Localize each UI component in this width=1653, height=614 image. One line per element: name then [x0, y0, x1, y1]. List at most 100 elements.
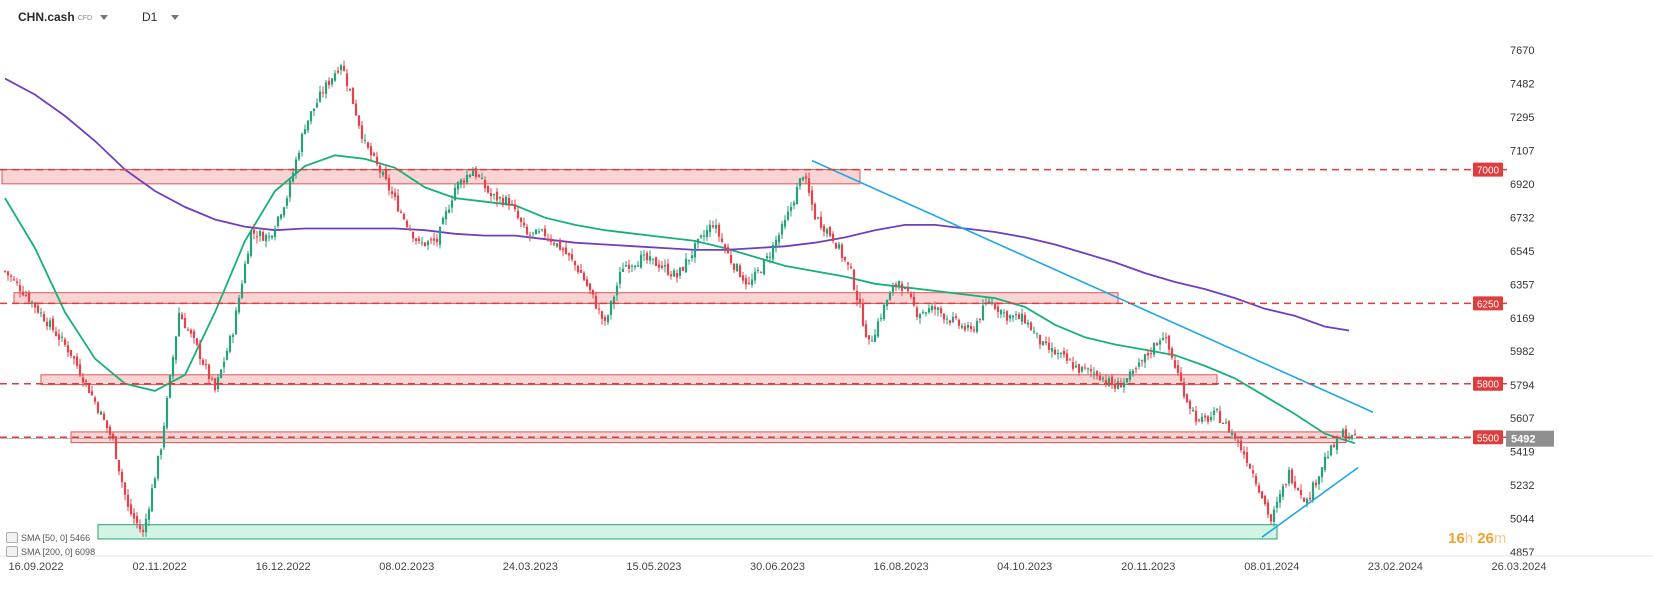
timeframe-selector[interactable]: D1	[142, 10, 180, 24]
candle	[501, 194, 505, 208]
candle-body	[1023, 315, 1027, 324]
candle-body	[666, 263, 670, 275]
candle-body	[102, 413, 106, 420]
candle-body	[546, 238, 550, 240]
candle-body	[720, 238, 724, 242]
candle-body	[552, 243, 556, 245]
candle-body	[366, 142, 370, 148]
candle-body	[336, 70, 340, 73]
candle-body	[1320, 467, 1324, 478]
candle-body	[918, 314, 922, 319]
candle	[414, 237, 418, 245]
candle-body	[63, 339, 67, 345]
candle-body	[795, 187, 799, 205]
candle-body	[303, 129, 307, 135]
candle	[441, 216, 445, 225]
candle	[195, 337, 199, 347]
candle	[141, 525, 145, 537]
candle-body	[447, 209, 451, 213]
resistance-zone-0	[1, 169, 861, 185]
candle	[660, 260, 664, 270]
candle	[948, 319, 952, 326]
candle-body	[705, 230, 709, 237]
candle	[1188, 399, 1192, 415]
candle	[726, 243, 730, 254]
candle-body	[753, 271, 757, 281]
candle	[1092, 366, 1096, 380]
candle	[384, 164, 388, 181]
candle	[3, 270, 7, 273]
candle-body	[414, 238, 418, 242]
candle	[27, 289, 31, 304]
candle-body	[1155, 343, 1159, 346]
candle-body	[780, 224, 784, 235]
candle-body	[765, 255, 769, 259]
candle	[744, 274, 748, 290]
candle-body	[423, 242, 427, 247]
candle-body	[210, 378, 214, 380]
candle	[699, 234, 703, 239]
candle-body	[9, 275, 13, 277]
candle-body	[870, 340, 874, 342]
candle-body	[1317, 476, 1321, 485]
candle-body	[234, 310, 238, 335]
candle	[390, 186, 394, 199]
candle	[498, 195, 502, 203]
candle-body	[1293, 481, 1297, 488]
candle-body	[96, 402, 100, 413]
candle	[963, 322, 967, 333]
candle	[894, 281, 898, 291]
candle-body	[654, 257, 658, 266]
candle	[513, 199, 517, 212]
legend-sma50[interactable]: SMA [50, 0] 5466	[6, 532, 90, 543]
sma200-line	[4, 77, 1350, 332]
candle	[393, 188, 397, 201]
candle	[915, 305, 919, 321]
symbol-selector[interactable]: CHN.cash CFD	[18, 10, 109, 24]
candle	[723, 243, 727, 254]
candle	[264, 233, 268, 248]
symbol-name: CHN.cash	[18, 10, 75, 24]
candle-body	[213, 378, 217, 391]
candle-body	[1218, 410, 1222, 423]
candle	[1278, 489, 1282, 508]
candle-body	[1266, 502, 1270, 515]
candle	[327, 77, 331, 89]
candle-body	[1158, 340, 1162, 345]
candle	[651, 258, 655, 265]
candle-body	[153, 478, 157, 489]
candle	[615, 282, 619, 302]
y-tick-label: 6732	[1510, 212, 1534, 224]
candle-body	[1047, 342, 1051, 350]
candle-body	[1044, 341, 1048, 344]
candle-body	[405, 221, 409, 227]
candle-body	[693, 243, 697, 258]
candle-body	[522, 222, 526, 226]
candle	[831, 231, 835, 244]
candle-body	[717, 224, 721, 237]
candle-body	[615, 285, 619, 296]
candle-body	[639, 254, 643, 268]
candle-body	[507, 198, 511, 206]
timer-hours-unit: h	[1464, 530, 1474, 547]
legend-sma200[interactable]: SMA [200, 0] 6098	[6, 546, 95, 557]
candle-body	[315, 103, 319, 108]
candle	[921, 309, 925, 315]
candle-body	[993, 303, 997, 309]
level-label-6250: 6250	[1477, 299, 1500, 310]
candle-body	[948, 320, 952, 324]
candle-body	[369, 146, 373, 156]
candle-body	[876, 321, 880, 337]
candle-body	[459, 179, 463, 185]
candle-body	[456, 181, 460, 190]
candle	[1041, 340, 1045, 346]
levels-layer: 7000 6250 5800 5500	[0, 159, 1510, 538]
candle-body	[708, 224, 712, 233]
chevron-down-icon	[100, 14, 109, 20]
candle	[453, 183, 457, 201]
candle	[159, 448, 163, 460]
candle	[1080, 366, 1084, 374]
candle	[663, 259, 667, 273]
candle-body	[1176, 365, 1180, 373]
